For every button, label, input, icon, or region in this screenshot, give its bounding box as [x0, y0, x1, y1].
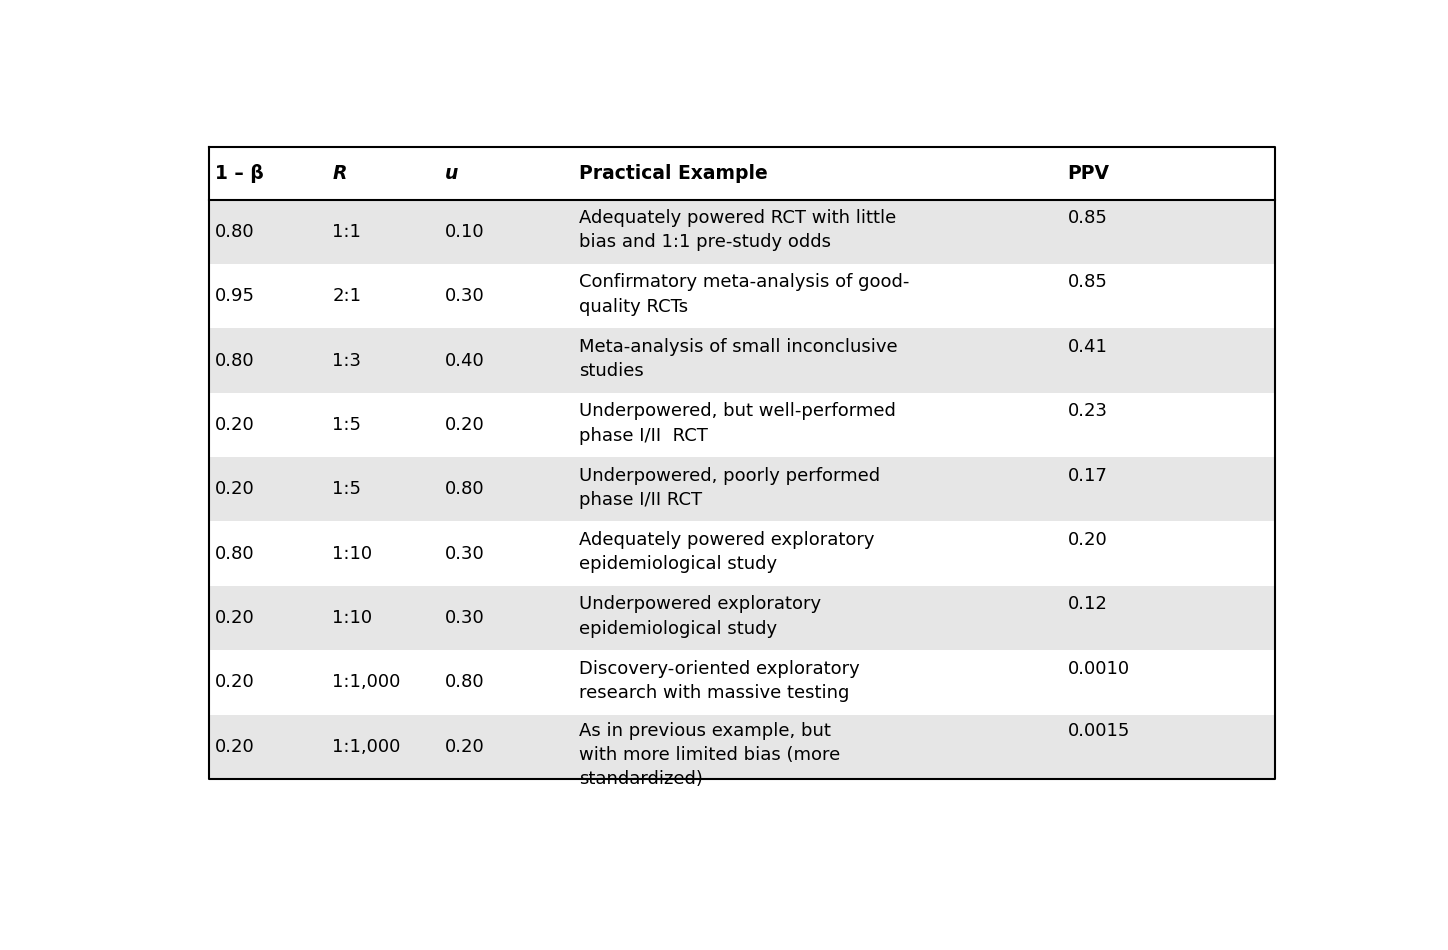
Text: 1:1,000: 1:1,000	[333, 674, 401, 692]
Bar	[209, 586, 1276, 650]
Bar	[209, 522, 1276, 586]
Text: 0.20: 0.20	[214, 481, 255, 498]
Bar	[209, 200, 1276, 264]
Text: Discovery-oriented exploratory
research with massive testing: Discovery-oriented exploratory research …	[579, 659, 860, 702]
Text: 0.30: 0.30	[445, 609, 485, 627]
Bar	[209, 392, 1276, 457]
Text: 0.30: 0.30	[445, 544, 485, 562]
Text: 0.20: 0.20	[214, 416, 255, 434]
Text: Underpowered, poorly performed
phase I/II RCT: Underpowered, poorly performed phase I/I…	[579, 466, 880, 509]
Text: Meta-analysis of small inconclusive
studies: Meta-analysis of small inconclusive stud…	[579, 338, 898, 380]
Text: 0.85: 0.85	[1067, 209, 1108, 227]
Text: 1:1: 1:1	[333, 222, 362, 240]
Text: Underpowered exploratory
epidemiological study: Underpowered exploratory epidemiological…	[579, 596, 821, 637]
Text: Confirmatory meta-analysis of good-
quality RCTs: Confirmatory meta-analysis of good- qual…	[579, 274, 909, 315]
Text: 0.20: 0.20	[445, 416, 485, 434]
Text: 1:3: 1:3	[333, 352, 362, 370]
Text: 1:10: 1:10	[333, 609, 372, 627]
Text: Adequately powered exploratory
epidemiological study: Adequately powered exploratory epidemiol…	[579, 531, 875, 573]
Text: 0.85: 0.85	[1067, 274, 1108, 292]
Text: 0.17: 0.17	[1067, 466, 1108, 484]
Text: 0.12: 0.12	[1067, 596, 1108, 614]
Text: u: u	[445, 163, 458, 182]
Text: 0.80: 0.80	[214, 222, 255, 240]
Bar	[209, 147, 1276, 200]
Text: R: R	[333, 163, 348, 182]
Text: 0.20: 0.20	[214, 609, 255, 627]
Text: 0.80: 0.80	[445, 674, 484, 692]
Bar	[209, 457, 1276, 522]
Text: 0.80: 0.80	[214, 352, 255, 370]
Text: 1:10: 1:10	[333, 544, 372, 562]
Text: 0.20: 0.20	[214, 674, 255, 692]
Text: 0.80: 0.80	[214, 544, 255, 562]
Text: 2:1: 2:1	[333, 287, 362, 305]
Text: 0.41: 0.41	[1067, 338, 1108, 356]
Text: 0.20: 0.20	[1067, 531, 1108, 549]
Text: 1:5: 1:5	[333, 481, 362, 498]
Text: 0.10: 0.10	[445, 222, 484, 240]
Text: 0.0015: 0.0015	[1067, 722, 1129, 740]
Text: 1:1,000: 1:1,000	[333, 738, 401, 756]
Text: Practical Example: Practical Example	[579, 163, 767, 182]
Text: Adequately powered RCT with little
bias and 1:1 pre-study odds: Adequately powered RCT with little bias …	[579, 209, 896, 252]
Text: 1 – β: 1 – β	[214, 163, 264, 182]
Text: 0.20: 0.20	[445, 738, 485, 756]
Bar	[209, 329, 1276, 392]
Text: PPV: PPV	[1067, 163, 1109, 182]
Text: 0.23: 0.23	[1067, 402, 1108, 420]
Bar	[209, 264, 1276, 329]
Text: 0.20: 0.20	[214, 738, 255, 756]
Text: 0.95: 0.95	[214, 287, 255, 305]
Text: 0.40: 0.40	[445, 352, 485, 370]
Text: 1:5: 1:5	[333, 416, 362, 434]
Text: 0.80: 0.80	[445, 481, 484, 498]
Text: 0.30: 0.30	[445, 287, 485, 305]
Text: 0.0010: 0.0010	[1067, 659, 1129, 677]
Text: Underpowered, but well-performed
phase I/II  RCT: Underpowered, but well-performed phase I…	[579, 402, 896, 445]
Bar	[209, 714, 1276, 779]
Text: As in previous example, but
with more limited bias (more
standardized): As in previous example, but with more li…	[579, 722, 841, 788]
Bar	[209, 650, 1276, 714]
